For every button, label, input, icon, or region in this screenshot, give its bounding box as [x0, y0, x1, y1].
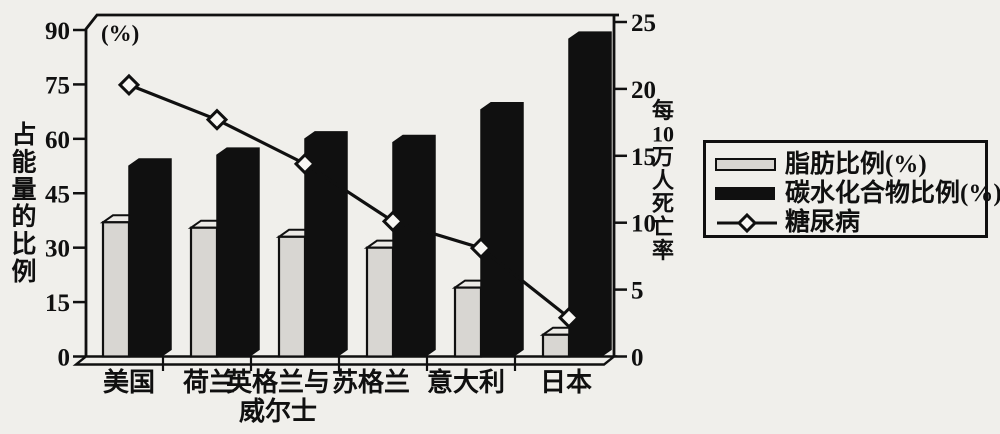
carbohydrate-bar	[216, 147, 260, 358]
legend-label-carbohydrate: 碳水化合物比例(%)	[785, 180, 1000, 207]
chart-text: 威尔士	[239, 396, 317, 426]
diamond-marker-icon	[717, 212, 777, 233]
diabetes-line	[128, 83, 570, 319]
chart-text: 美国	[103, 367, 155, 397]
legend-item-fat: 脂肪比例(%)	[715, 151, 985, 178]
carbohydrate-bar	[568, 31, 612, 358]
chart-text: 苏格兰	[332, 367, 410, 397]
carbohydrate-bar	[304, 131, 348, 358]
chart-text: 率	[652, 238, 674, 263]
fat-bar	[189, 226, 219, 358]
chart-text: 15	[631, 144, 656, 171]
chart-text: 人	[652, 168, 674, 193]
chart-text: 英格兰与	[226, 367, 330, 397]
fat-bar	[541, 333, 571, 358]
diabetes-marker	[381, 210, 405, 233]
diabetes-marker	[293, 152, 317, 175]
chart-text: 日本	[540, 368, 592, 397]
legend-item-diabetes: 糖尿病	[715, 209, 985, 236]
fat-bar-swatch	[715, 158, 785, 171]
chart-text: 20	[631, 77, 656, 104]
chart-text: 30	[45, 236, 70, 263]
chart-text: 0	[631, 345, 644, 372]
legend-label-fat: 脂肪比例(%)	[785, 151, 927, 178]
chart-text: 0	[58, 345, 71, 372]
chart-text: 例	[11, 258, 36, 286]
carbohydrate-bar	[128, 158, 172, 358]
chart-text: 的	[11, 202, 36, 231]
chart-text: 10	[652, 121, 674, 146]
carbohydrate-bar-swatch	[715, 187, 785, 200]
carbohydrate-bar	[392, 134, 436, 358]
fat-bar	[101, 221, 131, 358]
diabetes-marker	[205, 108, 229, 131]
diabetes-marker	[117, 73, 141, 97]
diabetes-line-swatch	[715, 212, 785, 233]
chart-text: 45	[45, 181, 70, 208]
carbohydrate-bar	[480, 102, 524, 358]
chart-text: 75	[45, 72, 70, 99]
chart-text: 死	[652, 191, 674, 216]
legend: 脂肪比例(%) 碳水化合物比例(%) 糖尿病	[703, 140, 1000, 238]
chart-text: 万	[651, 145, 674, 170]
chart-text: 10	[631, 211, 656, 238]
chart-text: 5	[631, 278, 644, 305]
chart-text: 比	[11, 231, 36, 259]
diabetes-marker	[469, 237, 493, 260]
chart-text: 亡	[652, 215, 674, 240]
legend-item-carbohydrate: 碳水化合物比例(%)	[715, 180, 1000, 207]
chart-text: (%)	[101, 21, 139, 46]
chart-text: 60	[45, 127, 70, 154]
chart-text: 每	[652, 98, 674, 123]
chart-text: 荷兰	[183, 368, 235, 397]
chart-text: 25	[631, 10, 656, 37]
chart-text: 意大利	[427, 367, 505, 397]
legend-label-diabetes: 糖尿病	[785, 209, 861, 236]
fat-bar	[453, 286, 483, 358]
chart-text: 90	[45, 18, 70, 45]
fat-bar	[365, 246, 395, 358]
fat-bar	[277, 235, 307, 358]
chart-text: 量	[11, 176, 36, 204]
chart-text: 能	[11, 147, 36, 176]
chart-text: 15	[45, 290, 70, 317]
diabetes-marker	[557, 306, 581, 329]
chart-text: 占	[11, 121, 36, 149]
plot-floor	[72, 355, 618, 366]
